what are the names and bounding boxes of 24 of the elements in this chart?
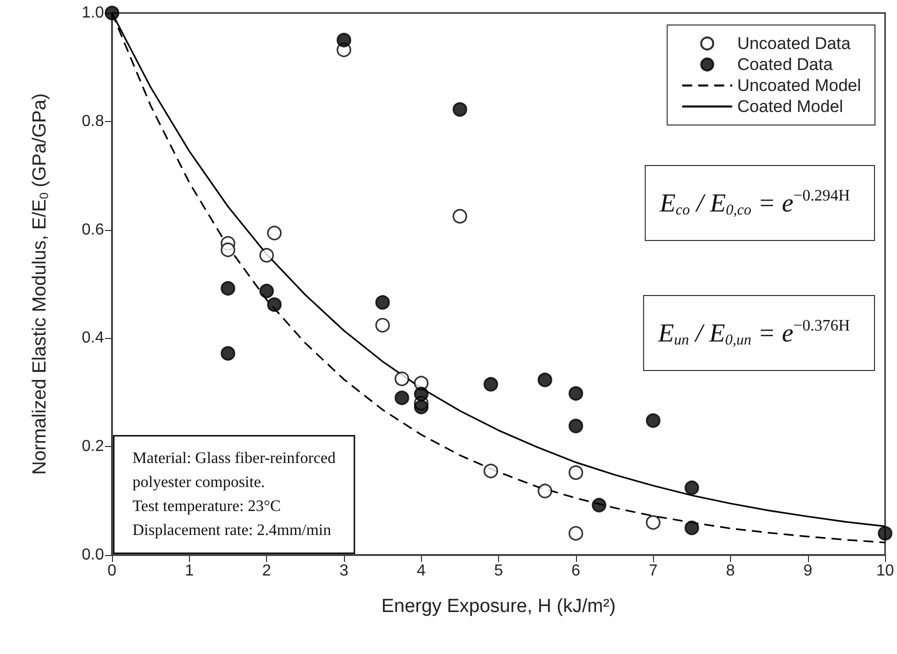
x-tick-label: 7 <box>648 562 658 580</box>
x-tick-label: 4 <box>416 562 426 580</box>
y-tick-label: 0.2 <box>82 438 104 456</box>
y-tick-label: 0.0 <box>82 546 104 564</box>
x-tick-label: 10 <box>876 562 894 580</box>
legend-label: Coated Data <box>737 55 834 74</box>
x-tick-label: 3 <box>339 562 348 580</box>
y-tick-label: 0.6 <box>82 221 104 238</box>
legend-label: Uncoated Model <box>737 76 862 95</box>
y-tick-label: 1.0 <box>82 4 104 22</box>
y-tick-label: 0.4 <box>82 330 104 347</box>
x-tick-label: 9 <box>803 562 812 580</box>
x-tick-label: 6 <box>571 562 580 580</box>
x-tick-label: 2 <box>262 562 272 580</box>
x-tick-label: 5 <box>494 562 504 580</box>
x-tick-label: 0 <box>108 562 117 580</box>
x-tick-label: 1 <box>184 562 194 580</box>
legend-label: Coated Model <box>737 97 844 116</box>
y-axis-title: Normalized Elastic Modulus, E/E0 (GPa/GPa) <box>30 93 51 475</box>
x-tick-label: 8 <box>726 562 736 580</box>
annotation: Material: Glass fiber-reinforced polyester composite. Test temperature: 23°C Displacement rate: 2.4mm/min <box>132 450 336 539</box>
x-axis-title: Energy Exposure, H (kJ/m²) <box>381 596 616 617</box>
legend-label: Uncoated Data <box>737 34 852 53</box>
y-tick-label: 0.8 <box>82 112 104 130</box>
